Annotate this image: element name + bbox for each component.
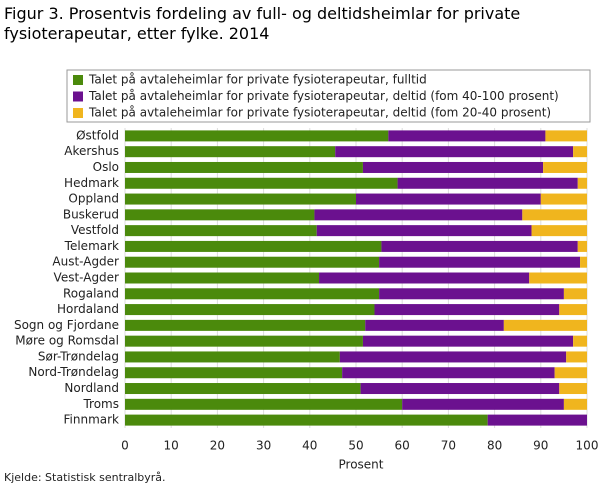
y-tick-label: Akershus bbox=[64, 144, 119, 158]
bar-segment bbox=[125, 383, 361, 395]
y-tick-label: Østfold bbox=[76, 128, 119, 142]
bar-segment bbox=[577, 177, 587, 189]
y-tick-label: Hedmark bbox=[64, 176, 119, 190]
y-tick-label: Hordaland bbox=[57, 302, 119, 316]
bar-segment bbox=[365, 319, 504, 331]
bar-segment bbox=[388, 130, 546, 142]
bar-segment bbox=[314, 209, 523, 221]
bar-segment bbox=[402, 398, 564, 410]
y-tick-label: Sør-Trøndelag bbox=[38, 349, 119, 363]
legend-label: Talet på avtaleheimlar for private fysio… bbox=[88, 73, 427, 87]
x-axis-label: Prosent bbox=[339, 458, 384, 472]
bar-segment bbox=[543, 161, 587, 173]
bar-segment bbox=[125, 209, 315, 221]
bar-segment bbox=[580, 256, 587, 268]
legend-swatch bbox=[73, 91, 83, 102]
bar-segment bbox=[125, 256, 380, 268]
bar-segment bbox=[531, 225, 587, 237]
legend-label: Talet på avtaleheimlar for private fysio… bbox=[88, 89, 559, 103]
bar-segment bbox=[335, 146, 574, 158]
x-tick-label: 60 bbox=[395, 439, 410, 453]
bar-segment bbox=[125, 130, 389, 142]
legend-swatch bbox=[73, 108, 83, 118]
bar-segment bbox=[125, 146, 336, 158]
bar-segment bbox=[374, 304, 560, 316]
bar-segment bbox=[125, 351, 340, 363]
x-tick-label: 50 bbox=[348, 439, 363, 453]
x-tick-label: 90 bbox=[533, 439, 548, 453]
bar-segment bbox=[339, 351, 567, 363]
bar-segment bbox=[529, 272, 587, 284]
y-tick-label: Telemark bbox=[64, 239, 119, 253]
bar-segment bbox=[125, 319, 366, 331]
bar-segment bbox=[559, 304, 587, 316]
bar-segment bbox=[563, 288, 587, 300]
bar-segment bbox=[125, 177, 398, 189]
source: Kjelde: Statistisk sentralbyrå. bbox=[4, 471, 166, 484]
bar-segment bbox=[125, 272, 320, 284]
x-tick-label: 30 bbox=[256, 439, 271, 453]
bar-segment bbox=[487, 414, 587, 426]
y-tick-label: Møre og Romsdal bbox=[15, 334, 119, 348]
bar-segment bbox=[503, 319, 587, 331]
bar-segment bbox=[362, 335, 574, 347]
bar-segment bbox=[125, 240, 382, 252]
bar-segment bbox=[545, 130, 587, 142]
bar-segment bbox=[381, 240, 578, 252]
y-tick-label: Rogaland bbox=[63, 286, 119, 300]
bar-segment bbox=[125, 193, 356, 205]
y-tick-label: Nord-Trøndelag bbox=[28, 365, 119, 379]
bar-segment bbox=[379, 288, 564, 300]
legend-label: Talet på avtaleheimlar for private fysio… bbox=[88, 106, 551, 120]
y-tick-label: Finnmark bbox=[64, 413, 120, 427]
bar-segment bbox=[125, 225, 317, 237]
y-tick-label: Aust-Agder bbox=[52, 255, 119, 269]
x-tick-label: 80 bbox=[487, 439, 502, 453]
y-tick-label: Troms bbox=[82, 397, 119, 411]
bar-segment bbox=[577, 240, 587, 252]
x-tick-label: 20 bbox=[210, 439, 225, 453]
x-tick-label: 70 bbox=[441, 439, 456, 453]
bar-segment bbox=[397, 177, 578, 189]
bar-segment bbox=[540, 193, 587, 205]
bar-segment bbox=[559, 383, 587, 395]
x-tick-label: 0 bbox=[121, 439, 129, 453]
bar-segment bbox=[360, 383, 560, 395]
y-tick-label: Oppland bbox=[68, 192, 119, 206]
y-tick-label: Nordland bbox=[64, 381, 119, 395]
legend-box bbox=[66, 69, 591, 123]
y-tick-label: Vestfold bbox=[71, 223, 119, 237]
bar-segment bbox=[356, 193, 541, 205]
bar-segment bbox=[573, 146, 587, 158]
bar-segment bbox=[125, 304, 375, 316]
x-tick-label: 100 bbox=[576, 439, 599, 453]
bar-segment bbox=[379, 256, 581, 268]
y-tick-label: Oslo bbox=[93, 160, 119, 174]
bar-segment bbox=[342, 367, 555, 379]
bar-segment bbox=[125, 414, 488, 426]
bar-segment bbox=[125, 367, 343, 379]
legend-swatch bbox=[73, 75, 83, 85]
x-tick-label: 40 bbox=[302, 439, 317, 453]
y-tick-label: Buskerud bbox=[63, 207, 119, 221]
bar-segment bbox=[125, 398, 403, 410]
bar-segment bbox=[362, 161, 544, 173]
y-tick-label: Vest-Agder bbox=[54, 271, 120, 285]
bar-segment bbox=[566, 351, 587, 363]
x-tick-label: 10 bbox=[164, 439, 179, 453]
bar-segment bbox=[125, 161, 363, 173]
bar-segment bbox=[316, 225, 532, 237]
bar-segment bbox=[573, 335, 587, 347]
bar-segment bbox=[319, 272, 530, 284]
chart-title: Figur 3. Prosentvis fordeling av full- o… bbox=[4, 4, 521, 43]
bar-segment bbox=[554, 367, 587, 379]
bar-segment bbox=[563, 398, 587, 410]
y-tick-label: Sogn og Fjordane bbox=[14, 318, 119, 332]
bar-segment bbox=[522, 209, 587, 221]
bar-segment bbox=[125, 335, 363, 347]
bar-segment bbox=[125, 288, 380, 300]
